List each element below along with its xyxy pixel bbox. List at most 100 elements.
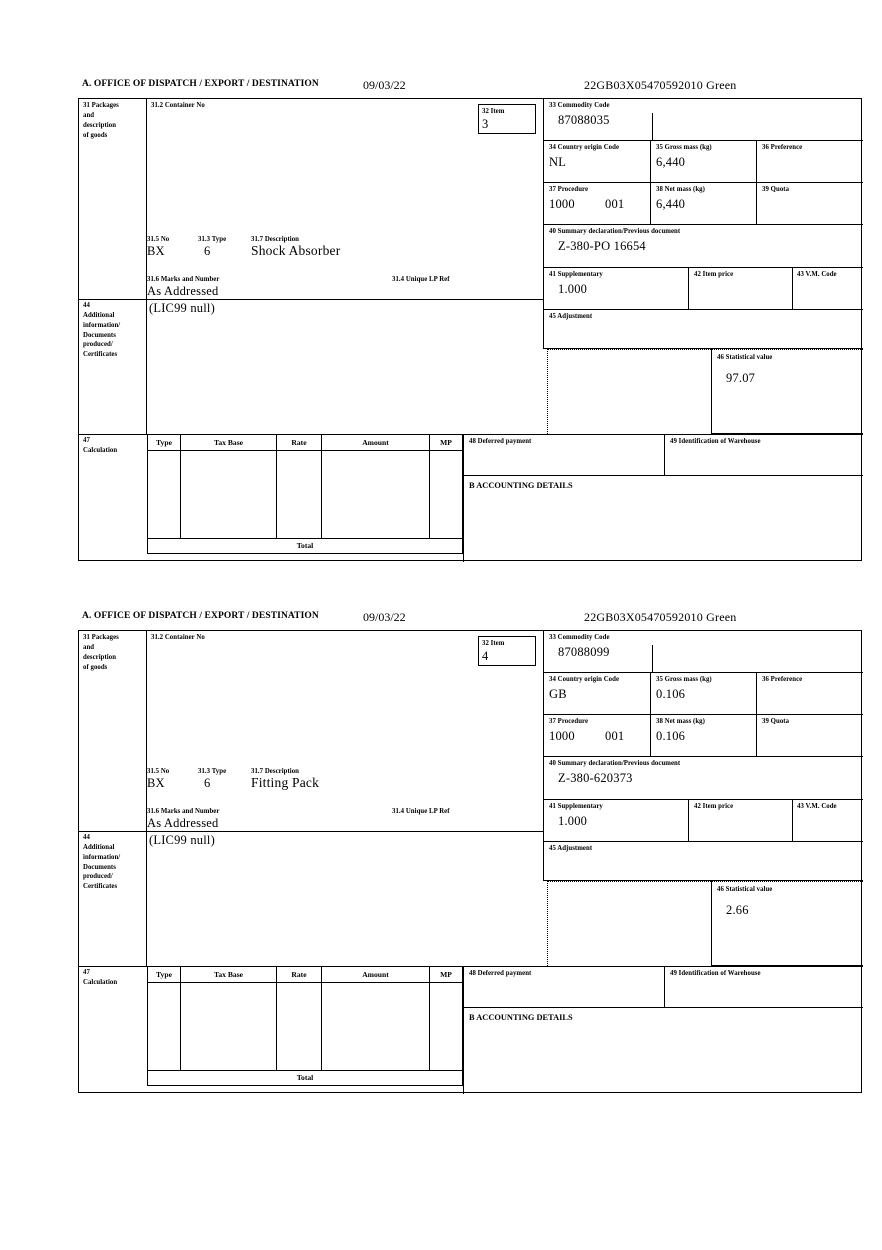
box44-value-cell: (LIC99 null) [147,299,543,434]
calc-cell-mp[interactable] [430,451,462,539]
box47-label-cell: 47 Calculation [79,966,147,1094]
box31-label-line-3: of goods [83,131,108,139]
box31-type-label: 31.3 Type [198,236,227,243]
box32-item-cell: 32 Item 4 [478,636,536,666]
box31-description-label: 31.7 Description [251,768,299,775]
box44-label-line-5: Certificates [83,883,118,891]
box43-vm-code-cell: 43 V.M. Code [793,268,863,310]
box44-value: (LIC99 null) [149,833,215,847]
calc-col-header-mp: MP [430,435,462,451]
box37-procedure-cell: 37 Procedure 1000 001 [543,715,651,757]
box33-commodity-code-cell: 33 Commodity Code 87088035 [543,99,863,141]
box44-label-cell: 44 Additional information/ Documents pro… [79,831,147,966]
box48-value [464,979,664,981]
box31-marks-label: 31.6 Marks and Number [147,276,220,283]
calc-total-label: Total [296,1073,314,1082]
calc-cell-rate[interactable] [277,983,322,1071]
declaration-form-1: A. OFFICE OF DISPATCH / EXPORT / DESTINA… [78,78,863,562]
calc-cell-tax-base[interactable] [181,983,277,1071]
declaration-date: 09/03/22 [363,78,406,92]
box34-value: NL [549,154,567,169]
box46-value: 2.66 [726,902,749,917]
calc-cell-mp[interactable] [430,983,462,1071]
box44-label-line-2: information/ [83,853,121,861]
box31-goods-row: 31.5 No 31.3 Type 31.7 Description BX 6 … [147,767,543,801]
box37-label: 37 Procedure [549,186,589,193]
box38-net-mass-cell: 38 Net mass (kg) 6,440 [651,183,757,225]
calc-cell-tax-base[interactable] [181,451,277,539]
form-header: A. OFFICE OF DISPATCH / EXPORT / DESTINA… [78,610,862,630]
box36-value [757,685,863,687]
box47-label-line-0: 47 [83,437,90,444]
box38-label: 38 Net mass (kg) [656,718,705,725]
calc-col-header-type: Type [148,435,181,451]
box31-label-line-0: 31 Packages [83,634,119,641]
calc-cell-amount[interactable] [322,983,430,1071]
box40-value: Z-380-PO 16654 [558,238,646,253]
box33-label: 33 Commodity Code [549,102,610,109]
office-of-dispatch-title: A. OFFICE OF DISPATCH / EXPORT / DESTINA… [82,79,319,89]
declaration-form-2: A. OFFICE OF DISPATCH / EXPORT / DESTINA… [78,610,863,1094]
box39-label: 39 Quota [762,186,790,193]
box31-container-cell: 31.2 Container No [147,631,543,831]
box42-label: 42 Item price [694,271,734,278]
box44-label-line-0: 44 [83,834,90,841]
box44-label-line-0: 44 [83,302,90,309]
box49-label: 49 Identification of Warehouse [670,438,761,445]
box43-value [793,280,863,282]
box49-value [665,979,863,981]
calc-cell-rate[interactable] [277,451,322,539]
box44-label-line-3: Documents [83,863,116,871]
box46-label: 46 Statistical value [717,354,773,361]
box41-supplementary-cell: 41 Supplementary 1.000 [543,800,689,842]
box31-type-value: 6 [204,776,211,790]
box48-label: 48 Deferred payment [469,438,532,445]
box49-warehouse-id-cell: 49 Identification of Warehouse [665,966,863,1008]
calc-cell-type[interactable] [148,983,181,1071]
calc-col-header-type: Type [148,967,181,983]
box39-value [757,195,863,197]
box45-value [544,854,863,856]
box49-warehouse-id-cell: 49 Identification of Warehouse [665,434,863,476]
calc-col-header-rate: Rate [277,435,322,451]
box41-value: 1.000 [558,281,588,296]
box34-country-origin-cell: 34 Country origin Code NL [543,141,651,183]
boxB-value [464,490,863,492]
box40-previous-document-cell: 40 Summary declaration/Previous document… [543,225,863,268]
box33-value: 87088099 [558,644,610,659]
box33-divider-tick [652,645,653,673]
box35-gross-mass-cell: 35 Gross mass (kg) 0.106 [651,673,757,715]
box38-value: 0.106 [656,728,686,743]
box40-previous-document-cell: 40 Summary declaration/Previous document… [543,757,863,800]
box42-value [689,812,792,814]
box41-value: 1.000 [558,813,588,828]
box44-label-line-3: Documents [83,331,116,339]
boxB-accounting-details-cell: B ACCOUNTING DETAILS [463,476,863,562]
box31-marks-label: 31.6 Marks and Number [147,808,220,815]
calc-cell-amount[interactable] [322,451,430,539]
box44-label-line-5: Certificates [83,351,118,359]
box41-label: 41 Supplementary [549,803,603,810]
calc-cell-type[interactable] [148,451,181,539]
boxB-label: B ACCOUNTING DETAILS [469,1013,573,1022]
box31-marks-value: As Addressed [147,284,219,298]
box48-label: 48 Deferred payment [469,970,532,977]
box31-label-line-3: of goods [83,663,108,671]
box32-value: 4 [482,648,489,663]
form-body: 31 Packages and description of goods 31.… [78,630,863,1094]
box38-label: 38 Net mass (kg) [656,186,705,193]
box33-commodity-code-cell: 33 Commodity Code 87088099 [543,631,863,673]
box48-deferred-payment-cell: 48 Deferred payment [463,966,665,1008]
box36-value [757,153,863,155]
box38-value: 6,440 [656,196,686,211]
box31-marks-row: 31.6 Marks and Number 31.4 Unique LP Ref… [147,807,543,837]
box45-dotted-left-rule [547,881,548,966]
box37-value: 1000 [549,197,575,211]
box46-statistical-value-cell: 46 Statistical value 2.66 [711,881,863,966]
calc-col-header-rate: Rate [277,967,322,983]
boxB-value [464,1022,863,1024]
box31-marks-value: As Addressed [147,816,219,830]
box40-label: 40 Summary declaration/Previous document [549,228,681,235]
box33-value: 87088035 [558,112,610,127]
